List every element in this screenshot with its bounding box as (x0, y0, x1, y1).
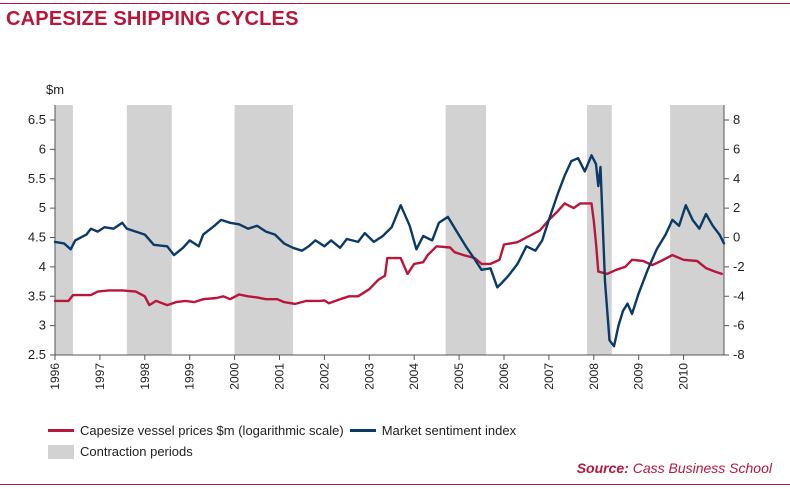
x-tick-label: 2003 (362, 363, 376, 390)
contraction-band-0 (55, 105, 73, 355)
source-text: Cass Business School (632, 460, 772, 476)
source-label: Source: (576, 460, 629, 476)
y-axis-unit-label: $m (46, 82, 65, 97)
x-tick-label: 1999 (183, 363, 197, 390)
left-tick-label: 6 (39, 141, 46, 156)
x-tick-label: 2002 (317, 363, 331, 390)
x-tick-label: 1996 (48, 363, 62, 390)
right-tick-label: -6 (733, 318, 745, 333)
right-tick-label: 2 (733, 200, 740, 215)
chart-title: CAPESIZE SHIPPING CYCLES (6, 8, 299, 30)
legend-row-2: Contraction periods (48, 444, 193, 459)
x-tick-label: 1997 (93, 363, 107, 390)
source-note: Source: Cass Business School (577, 460, 772, 476)
right-tick-label: 4 (733, 171, 740, 186)
left-tick-label: 4 (39, 259, 46, 274)
price-series-line (53, 202, 723, 307)
legend-price-swatch (48, 429, 74, 432)
left-tick-label: 3 (39, 318, 46, 333)
legend-sentiment-swatch (349, 429, 376, 432)
right-tick-label: 6 (733, 141, 740, 156)
x-tick-label: 1998 (138, 363, 152, 390)
legend-sentiment-label: Market sentiment index (381, 423, 517, 438)
right-tick-label: 8 (733, 112, 740, 127)
legend-contraction-swatch (48, 444, 74, 459)
left-tick-label: 5.5 (28, 171, 46, 186)
x-tick-label: 2009 (632, 363, 646, 390)
x-tick-label: 2004 (407, 363, 421, 390)
legend-contraction-label: Contraction periods (80, 444, 193, 459)
left-tick-label: 6.5 (28, 112, 46, 127)
x-tick-label: 2001 (272, 363, 286, 390)
top-rule (0, 3, 790, 4)
legend-price-label: Capesize vessel prices $m (logarithmic s… (80, 423, 344, 438)
x-tick-label: 2008 (587, 363, 601, 390)
left-tick-label: 4.5 (28, 230, 46, 245)
left-tick-label: 5 (39, 200, 46, 215)
legend-row-1: Capesize vessel prices $m (logarithmic s… (48, 423, 516, 438)
x-tick-label: 2010 (677, 363, 691, 390)
left-tick-label: 2.5 (28, 347, 46, 362)
right-tick-label: 0 (733, 230, 740, 245)
x-tick-label: 2007 (542, 363, 556, 390)
x-tick-label: 2000 (228, 363, 242, 390)
x-tick-label: 2005 (452, 363, 466, 390)
contraction-band-3 (445, 105, 487, 355)
sentiment-series-line (53, 154, 726, 348)
right-tick-label: -8 (733, 347, 745, 362)
left-tick-label: 3.5 (28, 288, 46, 303)
x-tick-label: 2006 (497, 363, 511, 390)
right-tick-label: -2 (733, 259, 745, 274)
bottom-rule (0, 484, 790, 485)
right-tick-label: -4 (733, 288, 745, 303)
